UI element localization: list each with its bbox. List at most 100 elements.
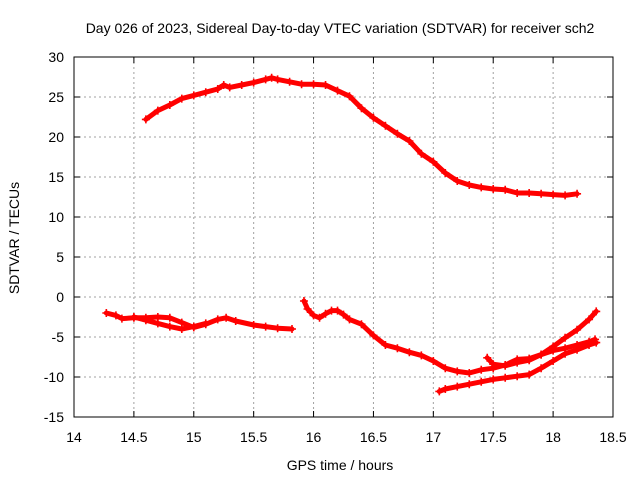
data-point xyxy=(213,315,222,324)
data-point xyxy=(453,382,462,391)
y-tick-label: 15 xyxy=(48,169,64,185)
y-tick-label: 5 xyxy=(56,249,64,265)
series-arc-6 xyxy=(483,307,601,370)
data-point xyxy=(261,75,270,84)
data-point xyxy=(489,375,498,384)
data-point xyxy=(219,81,228,89)
series-arc-3 xyxy=(129,313,210,333)
data-point xyxy=(189,91,198,100)
data-point xyxy=(441,169,450,177)
data-point xyxy=(477,365,486,374)
data-point xyxy=(285,77,294,86)
data-point xyxy=(141,115,150,124)
data-point xyxy=(357,104,366,113)
plot-frame xyxy=(73,56,614,418)
data-point xyxy=(165,322,174,331)
data-point xyxy=(465,380,474,389)
data-point xyxy=(369,331,378,340)
data-series xyxy=(102,73,601,396)
data-point xyxy=(429,357,438,365)
data-point xyxy=(153,319,162,328)
data-point xyxy=(369,113,378,122)
data-point xyxy=(333,306,342,315)
data-point xyxy=(501,361,510,370)
data-point xyxy=(585,315,594,324)
data-point xyxy=(393,129,402,138)
data-point xyxy=(287,325,296,333)
data-point xyxy=(299,297,308,305)
data-point xyxy=(381,341,390,349)
data-point xyxy=(111,311,120,320)
x-tick-label: 15 xyxy=(186,429,202,445)
series-arc-5 xyxy=(435,338,601,396)
series-arc-1 xyxy=(141,73,582,200)
data-point xyxy=(249,78,258,87)
series-line xyxy=(436,340,599,394)
x-tick-label: 16 xyxy=(306,429,322,445)
data-point xyxy=(592,338,601,347)
data-point xyxy=(249,321,258,329)
data-point xyxy=(549,190,558,199)
data-point xyxy=(592,307,601,316)
data-point xyxy=(477,183,486,192)
data-point xyxy=(141,316,150,325)
x-tick-label: 15.5 xyxy=(240,429,267,445)
data-point xyxy=(501,373,510,382)
data-point xyxy=(165,313,174,322)
data-point xyxy=(201,88,210,97)
data-point xyxy=(345,315,354,324)
data-point xyxy=(315,313,324,322)
data-point xyxy=(525,370,534,379)
x-tick-label: 18 xyxy=(545,429,561,445)
y-axis-label: SDTVAR / TECUs xyxy=(6,182,22,294)
data-point xyxy=(237,81,246,89)
y-tick-label: 10 xyxy=(48,209,64,225)
data-point xyxy=(477,377,486,386)
data-point xyxy=(441,364,450,373)
y-tick-label: -10 xyxy=(44,369,64,385)
data-point xyxy=(405,137,414,145)
data-point xyxy=(537,364,546,373)
data-point xyxy=(165,101,174,109)
data-point xyxy=(273,75,282,84)
x-tick-label: 14.5 xyxy=(120,429,147,445)
data-point xyxy=(117,314,126,323)
series-arc-2 xyxy=(102,309,296,333)
x-axis-label: GPS time / hours xyxy=(287,457,394,473)
y-tick-label: -5 xyxy=(52,329,65,345)
data-point xyxy=(222,313,231,322)
y-tick-label: 25 xyxy=(48,89,64,105)
x-tick-label: 14 xyxy=(66,429,82,445)
data-point xyxy=(549,342,558,351)
data-point xyxy=(549,357,558,365)
data-point xyxy=(201,319,210,328)
data-point xyxy=(573,325,582,334)
data-point xyxy=(189,322,198,331)
x-tick-label: 18.5 xyxy=(599,429,626,445)
data-point xyxy=(513,358,522,367)
y-tick-label: 0 xyxy=(56,289,64,305)
data-point xyxy=(177,325,186,333)
data-point xyxy=(393,344,402,353)
data-point xyxy=(213,85,222,93)
data-point xyxy=(561,333,570,342)
data-point xyxy=(345,92,354,101)
data-point xyxy=(501,185,510,194)
data-point xyxy=(333,86,342,95)
data-point xyxy=(573,189,582,198)
data-point xyxy=(561,191,570,200)
data-point xyxy=(489,185,498,193)
data-point xyxy=(465,369,474,377)
data-point xyxy=(513,372,522,381)
data-point xyxy=(453,367,462,376)
data-point xyxy=(261,322,270,331)
data-point xyxy=(357,320,366,329)
data-point xyxy=(129,313,138,321)
data-point xyxy=(303,305,312,313)
data-point xyxy=(525,356,534,365)
data-point xyxy=(483,353,492,362)
y-tick-label: 30 xyxy=(48,49,64,65)
axis-ticks: 14 14.5 15 15.5 16 16.5 17 17.5 18 18.5 -15 -10 -5 0 5… xyxy=(44,49,627,445)
data-point xyxy=(339,310,348,319)
data-point xyxy=(417,351,426,360)
